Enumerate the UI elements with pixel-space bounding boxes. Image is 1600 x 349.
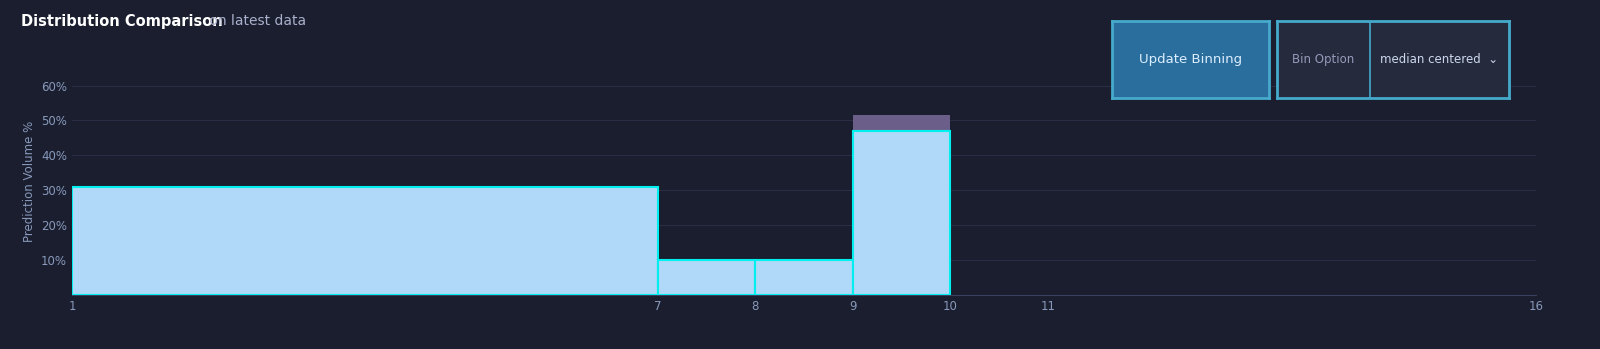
Bar	[853, 115, 950, 295]
Bar	[72, 187, 658, 295]
Bar	[658, 260, 755, 295]
Bar	[658, 263, 755, 295]
Y-axis label: Prediction Volume %: Prediction Volume %	[22, 121, 35, 242]
Bar	[755, 260, 853, 295]
Text: on latest data: on latest data	[205, 14, 306, 28]
Text: Distribution Comparison: Distribution Comparison	[21, 14, 222, 29]
Text: Update Binning: Update Binning	[1139, 53, 1242, 66]
Bar	[853, 131, 950, 295]
Text: Bin Option: Bin Option	[1293, 53, 1354, 66]
Text: median centered  ⌄: median centered ⌄	[1381, 53, 1498, 66]
Bar	[72, 195, 658, 295]
